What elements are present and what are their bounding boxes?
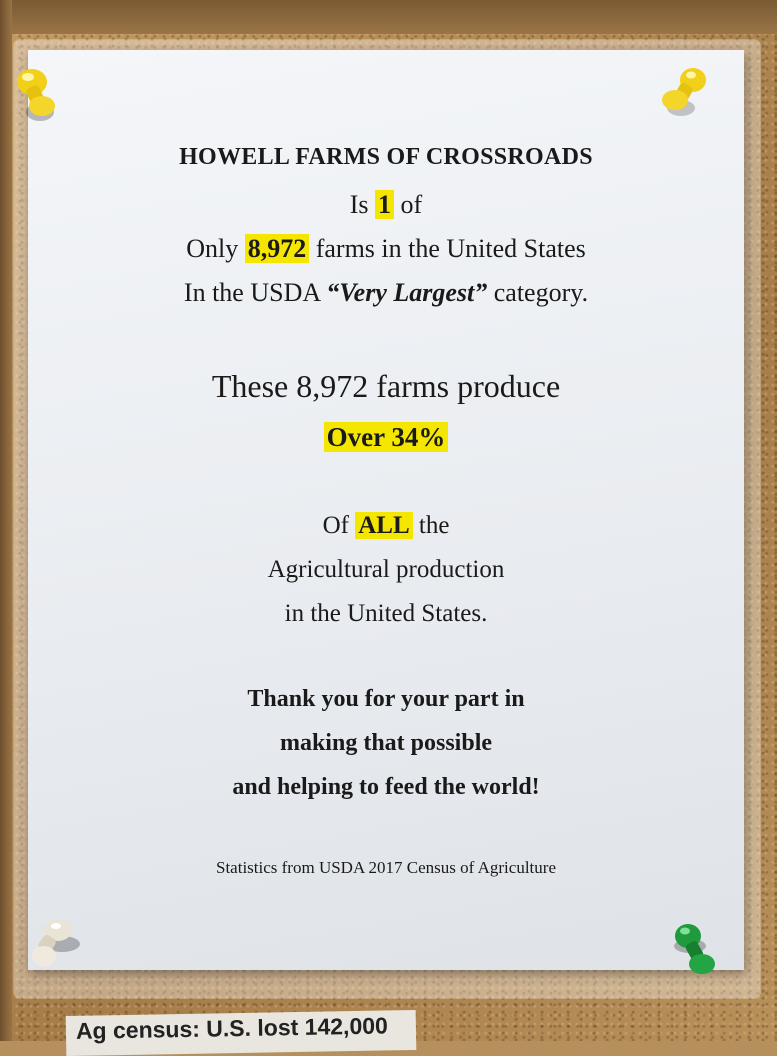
newspaper-clipping: Ag census: U.S. lost 142,000 xyxy=(65,1009,417,1056)
highlight-percent: Over 34% xyxy=(323,422,449,452)
sign-source: Statistics from USDA 2017 Census of Agri… xyxy=(216,858,556,877)
sign-title: HOWELL FARMS OF CROSSROADS xyxy=(179,144,593,170)
push-pin-icon xyxy=(662,68,706,116)
posted-sign: HOWELL FARMS OF CROSSROADS Is 1 of Only … xyxy=(28,50,744,970)
sign-line-rank: Is 1 of xyxy=(349,190,423,219)
sign-line-percent: Over 34% xyxy=(28,422,744,453)
push-pin-icon xyxy=(32,919,80,966)
sign-line-farm-count: Only 8,972 farms in the United States xyxy=(186,234,586,263)
push-pin-icon xyxy=(674,924,715,974)
sign-line-agricultural: Agricultural production xyxy=(267,556,505,583)
sign-line-category: In the USDA “Very Largest” category. xyxy=(183,278,589,307)
sign-thanks-2: making that possible xyxy=(279,730,493,756)
push-pin-icon xyxy=(17,69,55,121)
category-emphasis: “Very Largest” xyxy=(326,278,488,307)
board-frame-top xyxy=(0,0,777,34)
highlight-rank: 1 xyxy=(375,190,395,219)
sign-thanks-1: Thank you for your part in xyxy=(247,686,525,712)
sign-thanks-3: and helping to feed the world! xyxy=(232,774,540,800)
highlight-farm-count: 8,972 xyxy=(244,234,310,263)
sign-line-all: Of ALL the xyxy=(322,512,450,539)
board-frame-left xyxy=(0,0,12,1041)
sign-line-produce: These 8,972 farms produce xyxy=(211,368,561,404)
clipping-headline: Ag census: U.S. lost 142,000 xyxy=(75,1012,389,1044)
sign-line-united-states: in the United States. xyxy=(284,600,488,627)
highlight-all: ALL xyxy=(355,512,413,539)
